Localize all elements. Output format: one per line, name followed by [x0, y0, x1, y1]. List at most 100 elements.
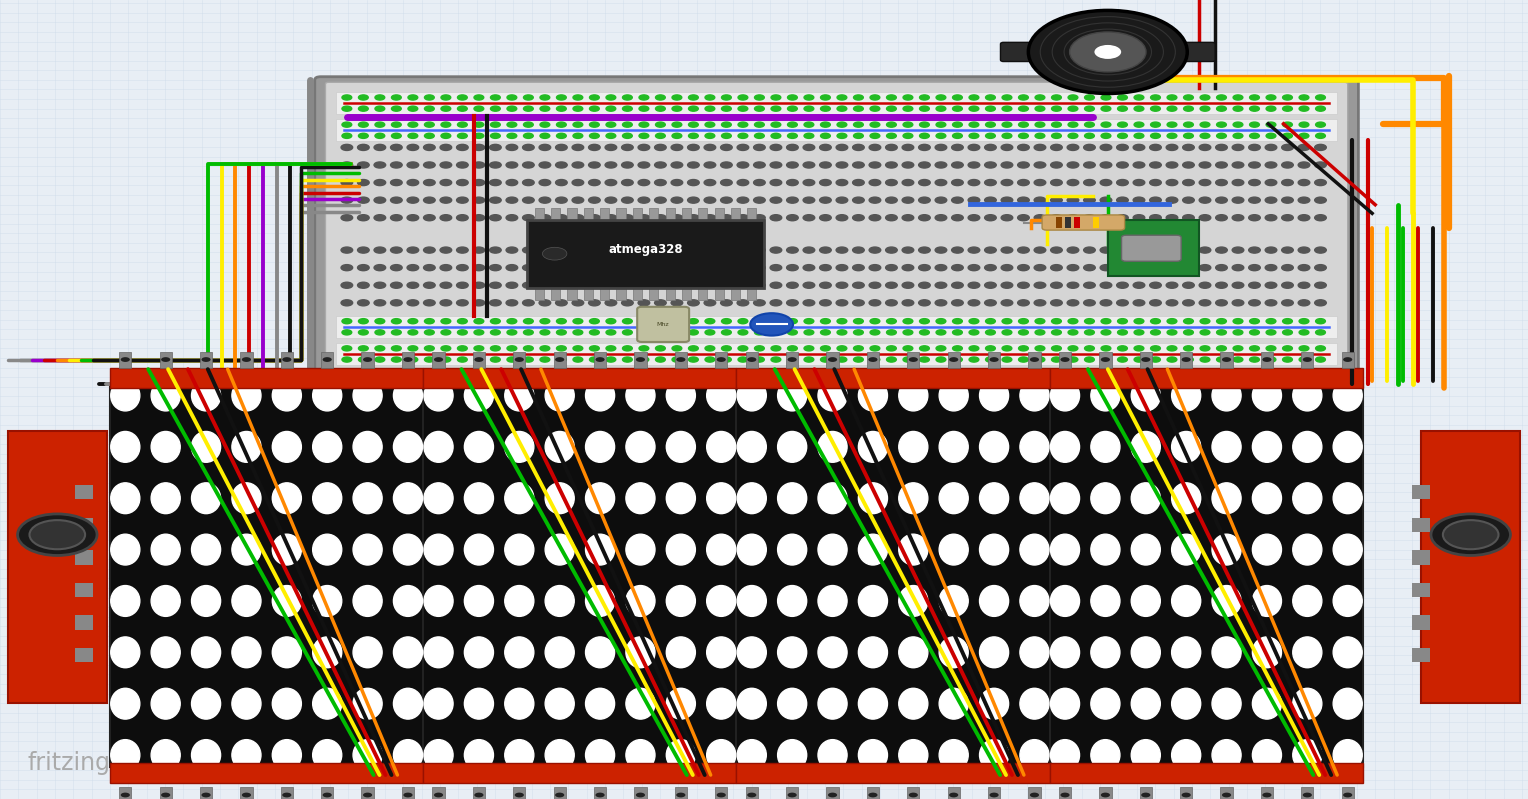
Circle shape — [656, 106, 665, 111]
Circle shape — [1314, 247, 1326, 253]
Circle shape — [886, 264, 897, 271]
Bar — [1108, 220, 1199, 276]
Bar — [1140, 787, 1152, 799]
Ellipse shape — [465, 688, 494, 719]
Circle shape — [374, 197, 385, 203]
Circle shape — [920, 346, 929, 351]
Circle shape — [202, 357, 211, 362]
Circle shape — [937, 106, 946, 111]
Circle shape — [986, 122, 995, 127]
Ellipse shape — [706, 586, 736, 616]
Ellipse shape — [423, 637, 454, 668]
Bar — [472, 787, 484, 799]
Circle shape — [1299, 215, 1309, 221]
Circle shape — [1199, 282, 1210, 288]
Circle shape — [434, 357, 443, 362]
Circle shape — [688, 215, 700, 221]
Circle shape — [523, 282, 535, 288]
Circle shape — [1314, 282, 1326, 288]
Circle shape — [607, 357, 616, 362]
Circle shape — [1314, 197, 1326, 203]
Ellipse shape — [817, 586, 847, 616]
Circle shape — [1068, 95, 1077, 100]
Circle shape — [374, 133, 385, 138]
Circle shape — [1134, 197, 1144, 203]
Circle shape — [1100, 300, 1112, 306]
Circle shape — [423, 247, 435, 253]
Bar — [785, 352, 798, 368]
Circle shape — [787, 122, 798, 127]
Circle shape — [721, 346, 732, 351]
Ellipse shape — [545, 380, 575, 411]
Ellipse shape — [1212, 688, 1241, 719]
Ellipse shape — [272, 740, 301, 770]
Circle shape — [489, 162, 501, 168]
Circle shape — [721, 180, 732, 185]
Circle shape — [1250, 106, 1259, 111]
Ellipse shape — [191, 688, 220, 719]
Bar — [675, 787, 688, 799]
Circle shape — [828, 793, 837, 797]
Circle shape — [1100, 162, 1112, 168]
Ellipse shape — [353, 740, 382, 770]
Ellipse shape — [1172, 431, 1201, 463]
Circle shape — [821, 357, 830, 362]
Ellipse shape — [313, 483, 342, 514]
Circle shape — [457, 330, 468, 335]
Circle shape — [736, 180, 749, 185]
Circle shape — [425, 330, 434, 335]
Ellipse shape — [1332, 483, 1363, 514]
Circle shape — [607, 346, 616, 351]
Circle shape — [423, 162, 435, 168]
Bar — [336, 316, 1337, 338]
Circle shape — [688, 180, 700, 185]
Circle shape — [920, 95, 929, 100]
Ellipse shape — [313, 688, 342, 719]
Ellipse shape — [1050, 380, 1080, 411]
Circle shape — [1267, 346, 1276, 351]
Circle shape — [1102, 357, 1111, 362]
Circle shape — [1299, 346, 1309, 351]
Circle shape — [636, 793, 645, 797]
Circle shape — [391, 282, 402, 288]
Circle shape — [853, 145, 865, 150]
Circle shape — [391, 357, 402, 362]
Circle shape — [121, 357, 130, 362]
Circle shape — [986, 346, 995, 351]
Circle shape — [1199, 330, 1210, 335]
Bar — [472, 352, 484, 368]
Circle shape — [374, 300, 385, 306]
Circle shape — [969, 145, 979, 150]
Ellipse shape — [666, 483, 695, 514]
Circle shape — [457, 180, 468, 185]
Circle shape — [1265, 162, 1277, 168]
Circle shape — [772, 319, 781, 324]
Circle shape — [539, 180, 550, 185]
Circle shape — [672, 357, 681, 362]
Circle shape — [836, 162, 848, 168]
Circle shape — [358, 282, 370, 288]
Ellipse shape — [1050, 688, 1080, 719]
Circle shape — [770, 145, 782, 150]
Circle shape — [440, 162, 452, 168]
Ellipse shape — [1172, 380, 1201, 411]
Circle shape — [671, 180, 683, 185]
Circle shape — [984, 180, 996, 185]
Ellipse shape — [706, 535, 736, 565]
Circle shape — [952, 357, 963, 362]
Circle shape — [654, 197, 666, 203]
Circle shape — [747, 357, 756, 362]
Circle shape — [555, 793, 564, 797]
Circle shape — [787, 106, 798, 111]
Ellipse shape — [353, 586, 382, 616]
Circle shape — [984, 162, 996, 168]
Circle shape — [753, 300, 766, 306]
Ellipse shape — [232, 483, 261, 514]
Circle shape — [704, 106, 715, 111]
Ellipse shape — [706, 740, 736, 770]
Circle shape — [1034, 300, 1045, 306]
Circle shape — [639, 95, 649, 100]
Circle shape — [656, 357, 665, 362]
Ellipse shape — [232, 740, 261, 770]
Ellipse shape — [1253, 380, 1282, 411]
